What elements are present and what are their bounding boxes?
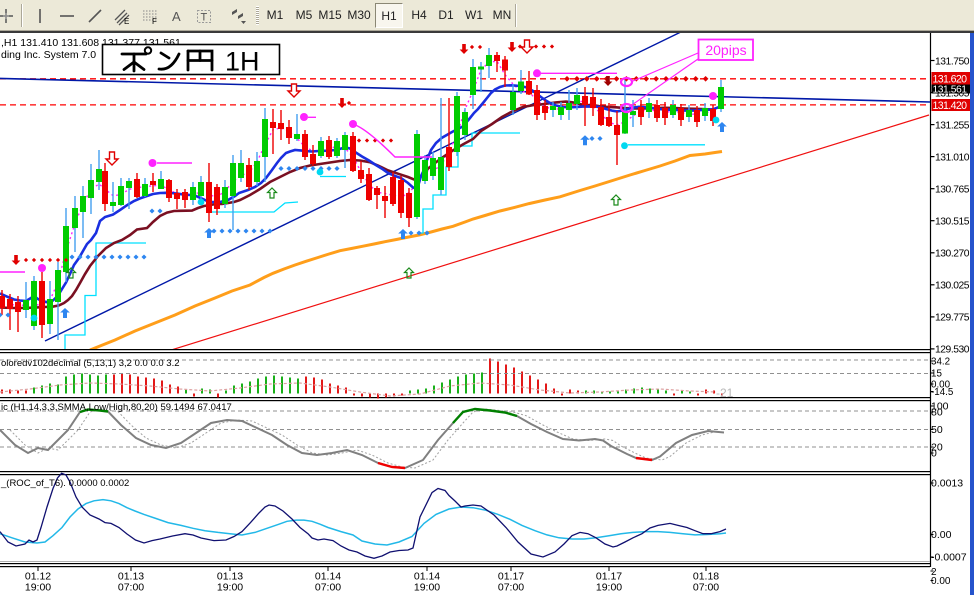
svg-text:19:00: 19:00: [25, 582, 51, 594]
svg-text:01.13: 01.13: [217, 571, 243, 583]
svg-text:07:00: 07:00: [118, 582, 144, 594]
svg-text:01.12: 01.12: [25, 571, 51, 583]
svg-text:0.0013: 0.0013: [931, 478, 963, 490]
svg-text:T: T: [201, 12, 208, 24]
svg-text:100: 100: [931, 401, 949, 413]
svg-text:-21: -21: [716, 386, 734, 400]
svg-text:01.17: 01.17: [596, 571, 622, 583]
svg-text:2: 2: [931, 567, 937, 578]
svg-text:A: A: [172, 9, 181, 24]
svg-text:130.270: 130.270: [935, 249, 970, 260]
svg-text:131.010: 131.010: [935, 152, 970, 163]
svg-text:131.420: 131.420: [933, 100, 968, 112]
svg-text:20pips: 20pips: [705, 42, 746, 58]
svg-text:_(ROC_of_T6). 0.0000 0.0002: _(ROC_of_T6). 0.0000 0.0002: [0, 478, 129, 489]
svg-text:0.00: 0.00: [931, 380, 951, 391]
svg-text:130.025: 130.025: [935, 281, 970, 292]
svg-text:01.14: 01.14: [315, 571, 341, 583]
svg-text:131.620: 131.620: [933, 73, 968, 85]
svg-text:80: 80: [931, 407, 943, 419]
svg-text:01.17: 01.17: [498, 571, 524, 583]
svg-text:50: 50: [931, 424, 943, 436]
svg-text:15: 15: [931, 369, 942, 380]
svg-text:ding Inc. System 7.0: ding Inc. System 7.0: [1, 49, 96, 61]
svg-text:01.18: 01.18: [693, 571, 719, 583]
svg-text:131.255: 131.255: [935, 120, 970, 131]
svg-text:0.00: 0.00: [931, 576, 951, 587]
svg-text:07:00: 07:00: [315, 582, 341, 594]
svg-text:1H: 1H: [225, 47, 260, 77]
svg-text:F: F: [152, 17, 157, 26]
svg-text:34.2: 34.2: [931, 357, 950, 368]
svg-text:0.00: 0.00: [931, 529, 952, 541]
svg-text:07:00: 07:00: [693, 582, 719, 594]
svg-text:19:00: 19:00: [217, 582, 243, 594]
svg-text:131.505: 131.505: [935, 88, 970, 99]
svg-text:07:00: 07:00: [498, 582, 524, 594]
svg-text:E: E: [124, 17, 129, 26]
svg-text:20: 20: [931, 442, 943, 454]
svg-text:131.561: 131.561: [933, 84, 968, 95]
svg-text:oloredv102decimal (5,13,1) 3,2: oloredv102decimal (5,13,1) 3,2 0.0 0.0 3…: [1, 358, 180, 369]
svg-text:130.515: 130.515: [935, 217, 970, 228]
svg-text:130.765: 130.765: [935, 185, 970, 196]
svg-text:-0.0007: -0.0007: [931, 552, 967, 564]
svg-text:ic (H1,14,3,3,SMMA,Low/High,80: ic (H1,14,3,3,SMMA,Low/High,80,20) 59.14…: [1, 402, 232, 413]
svg-text:01.14: 01.14: [414, 571, 440, 583]
svg-text:131.750: 131.750: [935, 56, 970, 67]
svg-text:19:00: 19:00: [414, 582, 440, 594]
svg-text:19:00: 19:00: [596, 582, 622, 594]
svg-text:01.13: 01.13: [118, 571, 144, 583]
svg-text:0: 0: [931, 448, 937, 460]
svg-text:129.530: 129.530: [935, 345, 970, 356]
svg-text:-14.5: -14.5: [931, 387, 954, 398]
svg-text:129.775: 129.775: [935, 313, 970, 324]
